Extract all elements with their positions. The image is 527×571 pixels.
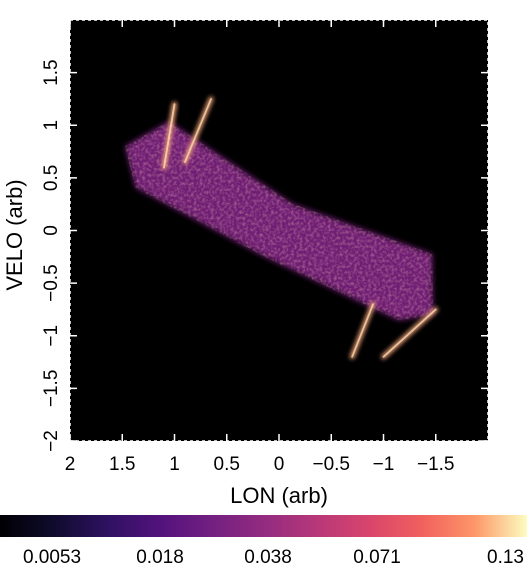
colorbar-tick-label: 0.071	[353, 547, 401, 568]
colorbar-tick-label: 0.0053	[23, 547, 81, 568]
heatmap-bright-core	[163, 103, 176, 169]
x-tick-label: 1.5	[109, 454, 135, 475]
colorbar-tick-label: 0.018	[136, 547, 184, 568]
colorbar	[0, 515, 527, 537]
heatmap-bright-core	[382, 308, 437, 358]
y-tick-label: −0.5	[41, 264, 62, 302]
x-axis-title: LON (arb)	[230, 483, 328, 508]
heatmap-bright-core	[351, 303, 374, 358]
x-tick-label: 0.5	[214, 454, 240, 475]
x-tick-label: −0.5	[312, 454, 350, 475]
y-tick-label: −2	[41, 430, 62, 452]
colorbar-tick-label: 0.13	[487, 547, 524, 568]
heatmap-bright-core	[184, 98, 212, 163]
colorbar-ticks: 0.0053 0.018 0.038 0.071 0.13	[23, 547, 524, 568]
x-tick-label: 1	[169, 454, 180, 475]
x-tick-label: −1.5	[417, 454, 455, 475]
x-ticks: 2 1.5 1 0.5 0 −0.5 −1 −1.5	[65, 20, 455, 475]
x-tick-label: −1	[373, 454, 395, 475]
colorbar-tick-label: 0.038	[244, 547, 292, 568]
x-tick-label: 0	[274, 454, 285, 475]
heatmap-regions	[124, 96, 439, 360]
y-tick-label: −1	[41, 325, 62, 347]
y-ticks: −2 −1.5 −1 −0.5 0 0.5 1 1.5	[41, 59, 488, 452]
y-axis-title: VELO (arb)	[2, 179, 27, 290]
y-tick-label: 0	[41, 225, 62, 236]
y-tick-label: 1.5	[41, 59, 62, 85]
y-tick-label: 1	[41, 120, 62, 131]
y-tick-label: −1.5	[41, 370, 62, 408]
x-tick-label: 2	[65, 454, 76, 475]
heatmap-band-texture	[124, 121, 434, 321]
y-tick-label: 0.5	[41, 165, 62, 191]
